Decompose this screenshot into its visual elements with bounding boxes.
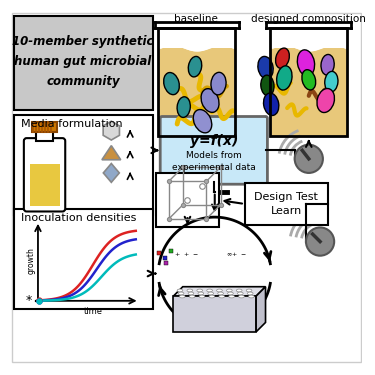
Ellipse shape: [197, 289, 202, 292]
Ellipse shape: [264, 93, 279, 116]
Ellipse shape: [219, 295, 225, 298]
Ellipse shape: [177, 97, 190, 117]
Text: baseline: baseline: [174, 14, 218, 24]
Ellipse shape: [201, 88, 219, 112]
Text: 10-member synthetic
human gut microbial
community: 10-member synthetic human gut microbial …: [12, 36, 154, 88]
Ellipse shape: [317, 88, 334, 112]
Polygon shape: [173, 296, 256, 332]
Ellipse shape: [178, 292, 184, 295]
Text: Models from
experimental data: Models from experimental data: [172, 152, 256, 172]
FancyBboxPatch shape: [245, 183, 328, 225]
Text: time: time: [84, 308, 103, 316]
Ellipse shape: [193, 110, 212, 133]
Polygon shape: [103, 121, 120, 140]
Ellipse shape: [164, 72, 179, 94]
FancyBboxPatch shape: [156, 173, 219, 228]
Ellipse shape: [179, 295, 185, 298]
Ellipse shape: [276, 48, 290, 68]
Ellipse shape: [226, 289, 232, 292]
Text: designed composition: designed composition: [251, 14, 366, 24]
Ellipse shape: [325, 71, 338, 92]
Ellipse shape: [228, 292, 233, 295]
Polygon shape: [256, 287, 265, 332]
Bar: [30, 165, 60, 206]
FancyBboxPatch shape: [13, 16, 153, 110]
Ellipse shape: [199, 295, 205, 298]
Ellipse shape: [236, 289, 242, 292]
Bar: [36, 130, 53, 141]
Ellipse shape: [321, 54, 334, 75]
Bar: [32, 122, 57, 132]
FancyBboxPatch shape: [13, 115, 153, 215]
Bar: [158, 28, 236, 136]
Circle shape: [295, 145, 323, 173]
Ellipse shape: [208, 292, 213, 295]
Bar: [158, 37, 236, 136]
Ellipse shape: [189, 295, 195, 298]
Ellipse shape: [177, 289, 183, 292]
Ellipse shape: [218, 292, 223, 295]
FancyBboxPatch shape: [24, 138, 65, 212]
Bar: [270, 28, 347, 48]
FancyBboxPatch shape: [13, 209, 153, 309]
FancyBboxPatch shape: [160, 117, 267, 184]
Circle shape: [306, 228, 334, 256]
Ellipse shape: [187, 289, 193, 292]
Ellipse shape: [198, 292, 204, 295]
Ellipse shape: [277, 66, 292, 90]
Text: Media formulation: Media formulation: [21, 119, 123, 129]
Ellipse shape: [238, 295, 244, 298]
Text: +  +  $-$: + + $-$: [174, 250, 199, 258]
Text: y=f(x): y=f(x): [190, 134, 238, 148]
Polygon shape: [102, 146, 121, 160]
Ellipse shape: [217, 289, 222, 292]
Text: *: *: [26, 294, 32, 307]
Text: $\infty$+  $-$: $\infty$+ $-$: [226, 250, 247, 258]
Ellipse shape: [188, 292, 194, 295]
Ellipse shape: [249, 295, 254, 298]
Ellipse shape: [258, 56, 273, 79]
Bar: [158, 28, 236, 48]
Ellipse shape: [211, 72, 226, 95]
Text: Inoculation densities: Inoculation densities: [21, 213, 136, 223]
Ellipse shape: [188, 56, 202, 77]
Bar: [270, 37, 347, 136]
Ellipse shape: [261, 75, 274, 96]
Ellipse shape: [248, 292, 253, 295]
Text: growth: growth: [26, 248, 35, 274]
Text: Design Test
Learn: Design Test Learn: [254, 192, 318, 216]
Ellipse shape: [237, 292, 243, 295]
Polygon shape: [104, 164, 119, 182]
Ellipse shape: [229, 295, 234, 298]
Ellipse shape: [297, 50, 315, 76]
Ellipse shape: [207, 289, 212, 292]
Bar: [270, 28, 347, 136]
Ellipse shape: [246, 289, 252, 292]
Ellipse shape: [302, 70, 316, 90]
Ellipse shape: [209, 295, 214, 298]
Polygon shape: [173, 287, 266, 296]
